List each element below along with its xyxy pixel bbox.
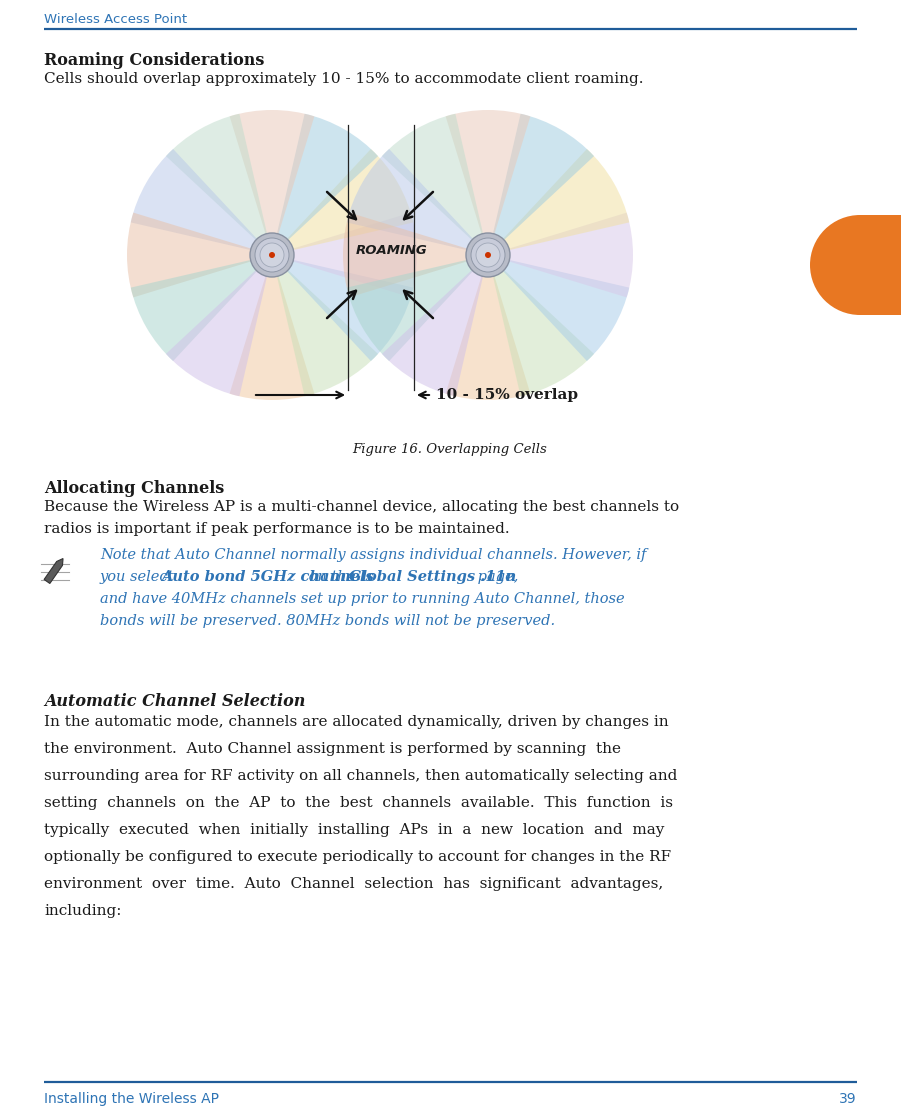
Text: surrounding area for RF activity on all channels, then automatically selecting a: surrounding area for RF activity on all … bbox=[44, 769, 678, 783]
Text: environment  over  time.  Auto  Channel  selection  has  significant  advantages: environment over time. Auto Channel sele… bbox=[44, 877, 663, 891]
Wedge shape bbox=[131, 149, 272, 255]
Text: on the: on the bbox=[305, 570, 360, 584]
Circle shape bbox=[471, 238, 505, 272]
Text: 10 - 15% overlap: 10 - 15% overlap bbox=[436, 388, 578, 402]
Circle shape bbox=[810, 215, 901, 315]
Text: Roaming Considerations: Roaming Considerations bbox=[44, 52, 264, 69]
Wedge shape bbox=[488, 255, 629, 361]
Text: radios is important if peak performance is to be maintained.: radios is important if peak performance … bbox=[44, 522, 510, 536]
Wedge shape bbox=[446, 110, 531, 255]
Text: Installing the Wireless AP: Installing the Wireless AP bbox=[44, 1092, 219, 1106]
Text: you select: you select bbox=[100, 570, 179, 584]
Circle shape bbox=[476, 243, 500, 267]
Polygon shape bbox=[44, 558, 63, 584]
Wedge shape bbox=[230, 255, 314, 400]
Circle shape bbox=[485, 252, 491, 258]
Text: Figure 16. Overlapping Cells: Figure 16. Overlapping Cells bbox=[352, 443, 548, 456]
Wedge shape bbox=[343, 213, 488, 297]
Text: and have 40MHz channels set up prior to running Auto Channel, those: and have 40MHz channels set up prior to … bbox=[100, 592, 624, 606]
Circle shape bbox=[269, 252, 275, 258]
Wedge shape bbox=[230, 110, 314, 255]
Text: optionally be configured to execute periodically to account for changes in the R: optionally be configured to execute peri… bbox=[44, 850, 671, 864]
Text: bonds will be preserved. 80MHz bonds will not be preserved.: bonds will be preserved. 80MHz bonds wil… bbox=[100, 614, 555, 628]
Text: Note that Auto Channel normally assigns individual channels. However, if: Note that Auto Channel normally assigns … bbox=[100, 548, 646, 561]
Wedge shape bbox=[488, 114, 594, 255]
Text: Because the Wireless AP is a multi-channel device, allocating the best channels : Because the Wireless AP is a multi-chann… bbox=[44, 500, 679, 514]
Wedge shape bbox=[127, 213, 272, 297]
Text: Automatic Channel Selection: Automatic Channel Selection bbox=[44, 693, 305, 710]
Text: In the automatic mode, channels are allocated dynamically, driven by changes in: In the automatic mode, channels are allo… bbox=[44, 715, 669, 729]
Wedge shape bbox=[382, 255, 488, 397]
Text: typically  executed  when  initially  installing  APs  in  a  new  location  and: typically executed when initially instal… bbox=[44, 823, 664, 837]
Wedge shape bbox=[272, 255, 414, 361]
Text: setting  channels  on  the  AP  to  the  best  channels  available.  This  funct: setting channels on the AP to the best c… bbox=[44, 797, 673, 810]
Circle shape bbox=[466, 233, 510, 277]
Wedge shape bbox=[488, 255, 594, 397]
Text: including:: including: bbox=[44, 903, 122, 918]
Text: 39: 39 bbox=[840, 1092, 857, 1106]
Circle shape bbox=[250, 233, 294, 277]
Bar bbox=[860, 215, 901, 315]
Wedge shape bbox=[272, 213, 417, 297]
Text: ROAMING: ROAMING bbox=[356, 244, 428, 256]
Text: Allocating Channels: Allocating Channels bbox=[44, 480, 224, 497]
Wedge shape bbox=[272, 114, 378, 255]
Wedge shape bbox=[272, 255, 378, 397]
Wedge shape bbox=[166, 114, 272, 255]
Wedge shape bbox=[272, 149, 414, 255]
Wedge shape bbox=[446, 255, 531, 400]
Text: Global Settings .11n: Global Settings .11n bbox=[349, 570, 516, 584]
Circle shape bbox=[255, 238, 289, 272]
Text: Wireless Access Point: Wireless Access Point bbox=[44, 13, 187, 26]
Wedge shape bbox=[131, 255, 272, 361]
Wedge shape bbox=[347, 149, 488, 255]
Wedge shape bbox=[488, 213, 633, 297]
Circle shape bbox=[260, 243, 284, 267]
Wedge shape bbox=[347, 255, 488, 361]
Wedge shape bbox=[382, 114, 488, 255]
Text: the environment.  Auto Channel assignment is performed by scanning  the: the environment. Auto Channel assignment… bbox=[44, 742, 621, 756]
Wedge shape bbox=[166, 255, 272, 397]
Text: Cells should overlap approximately 10 - 15% to accommodate client roaming.: Cells should overlap approximately 10 - … bbox=[44, 72, 643, 86]
Wedge shape bbox=[488, 149, 629, 255]
Text: Auto bond 5GHz channels: Auto bond 5GHz channels bbox=[161, 570, 374, 584]
Text: page,: page, bbox=[473, 570, 518, 584]
